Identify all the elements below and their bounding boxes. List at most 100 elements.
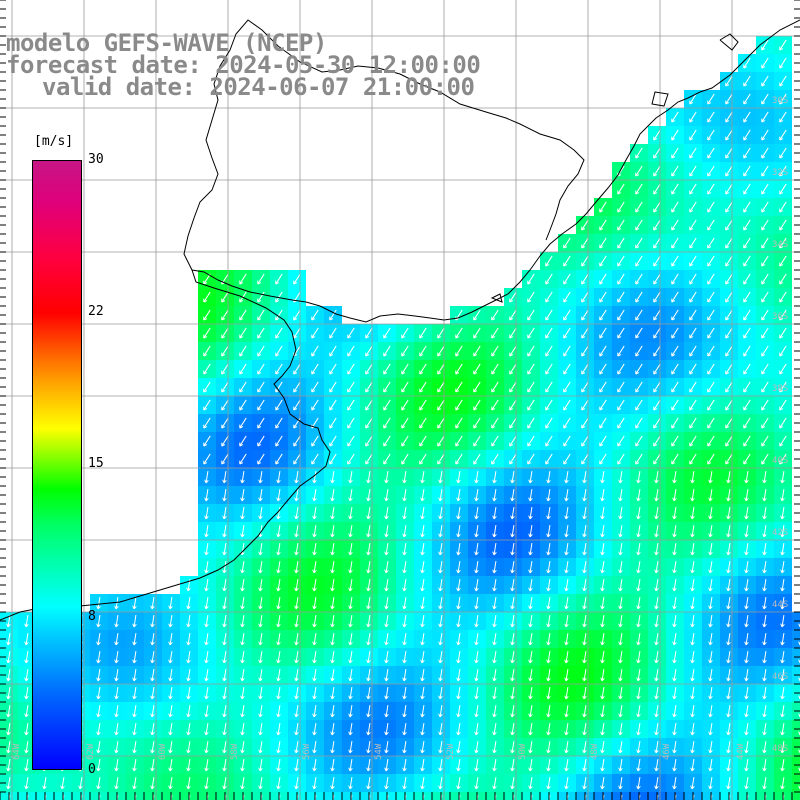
wind-arrow — [401, 453, 409, 465]
wind-arrow — [779, 255, 787, 267]
wind-arrow — [618, 614, 623, 628]
wind-arrow — [671, 345, 679, 357]
wind-arrow — [635, 381, 643, 393]
wind-arrow — [150, 776, 155, 790]
wind-arrow — [618, 506, 623, 520]
wind-arrow — [636, 632, 641, 646]
wind-arrow — [581, 381, 589, 393]
wind-arrow — [546, 488, 551, 502]
wind-arrow — [761, 435, 769, 447]
wind-arrow — [401, 363, 409, 375]
wind-arrow — [114, 686, 119, 700]
wind-arrow — [366, 524, 371, 538]
wind-arrow — [618, 632, 623, 646]
wind-arrow — [275, 309, 283, 321]
wind-arrow — [419, 453, 427, 465]
wind-arrow — [672, 578, 677, 592]
wind-arrow — [293, 273, 301, 285]
wind-arrow — [743, 273, 751, 285]
wind-arrow — [383, 327, 391, 339]
wind-arrow — [671, 417, 679, 429]
wind-arrow — [293, 327, 301, 339]
wind-arrow — [509, 435, 517, 447]
wind-arrow — [618, 596, 623, 610]
wind-arrow — [348, 704, 353, 718]
wind-arrow — [257, 345, 265, 357]
wind-arrow — [636, 650, 641, 664]
wind-arrow — [294, 470, 299, 484]
wind-arrow — [743, 165, 751, 177]
wind-arrow — [276, 650, 281, 664]
wind-arrow — [365, 435, 373, 447]
wind-arrow — [725, 147, 733, 159]
wind-arrow — [329, 417, 337, 429]
wind-arrow — [312, 614, 317, 628]
wind-arrow — [366, 632, 371, 646]
wind-arrow — [600, 488, 605, 502]
wind-arrow — [204, 776, 209, 790]
wind-arrow — [384, 614, 389, 628]
wind-arrow — [653, 417, 661, 429]
wind-arrow — [474, 614, 479, 628]
wind-arrow — [438, 542, 443, 556]
wind-arrow — [492, 578, 497, 592]
wind-arrow — [474, 740, 479, 754]
wind-arrow — [402, 470, 407, 484]
wind-arrow — [348, 470, 353, 484]
wind-arrow — [779, 417, 787, 429]
wind-arrow — [653, 129, 661, 141]
wind-arrow — [563, 255, 571, 267]
lon-label: 60W — [158, 743, 168, 760]
wind-arrow — [221, 327, 229, 339]
wind-arrow — [330, 776, 335, 790]
wind-arrow — [437, 453, 445, 465]
wind-arrow — [581, 255, 589, 267]
wind-arrow — [294, 542, 299, 556]
wind-arrow — [545, 255, 553, 267]
wind-arrow — [132, 758, 137, 772]
lon-label: 50W — [518, 743, 528, 760]
wind-arrow — [528, 488, 533, 502]
wind-arrow — [474, 578, 479, 592]
wind-arrow — [204, 758, 209, 772]
wind-arrow — [365, 453, 373, 465]
wind-arrow — [257, 291, 265, 303]
wind-arrow — [546, 596, 551, 610]
wind-arrow — [761, 291, 769, 303]
wind-arrow — [636, 758, 641, 772]
wind-arrow — [762, 704, 767, 718]
wind-arrow — [132, 686, 137, 700]
wind-arrow — [348, 668, 353, 682]
wind-arrow — [743, 381, 751, 393]
lon-label: 56W — [302, 743, 312, 760]
wind-arrow — [671, 219, 679, 231]
lat-label: 34S — [772, 240, 789, 250]
wind-arrow — [24, 704, 29, 718]
wind-arrow — [653, 435, 661, 447]
wind-arrow — [348, 614, 353, 628]
wind-arrow — [384, 470, 389, 484]
wind-arrow — [707, 183, 715, 195]
wind-arrow — [204, 740, 209, 754]
wind-arrow — [564, 740, 569, 754]
wind-arrow — [420, 758, 425, 772]
lat-label: 48S — [772, 744, 789, 754]
wind-arrow — [599, 255, 607, 267]
wind-arrow — [761, 273, 769, 285]
wind-arrow — [186, 704, 191, 718]
wind-arrow — [222, 668, 227, 682]
wind-arrow — [509, 399, 517, 411]
wind-arrow — [420, 470, 425, 484]
wind-arrow — [653, 255, 661, 267]
wind-arrow — [599, 237, 607, 249]
wind-arrow — [510, 776, 515, 790]
wind-arrow — [654, 758, 659, 772]
wind-arrow — [690, 776, 695, 790]
wind-arrow — [726, 614, 731, 628]
wind-arrow — [366, 758, 371, 772]
wind-arrow — [384, 578, 389, 592]
wind-arrow — [726, 650, 731, 664]
wind-arrow — [24, 686, 29, 700]
wind-arrow — [743, 93, 751, 105]
wind-arrow — [491, 345, 499, 357]
